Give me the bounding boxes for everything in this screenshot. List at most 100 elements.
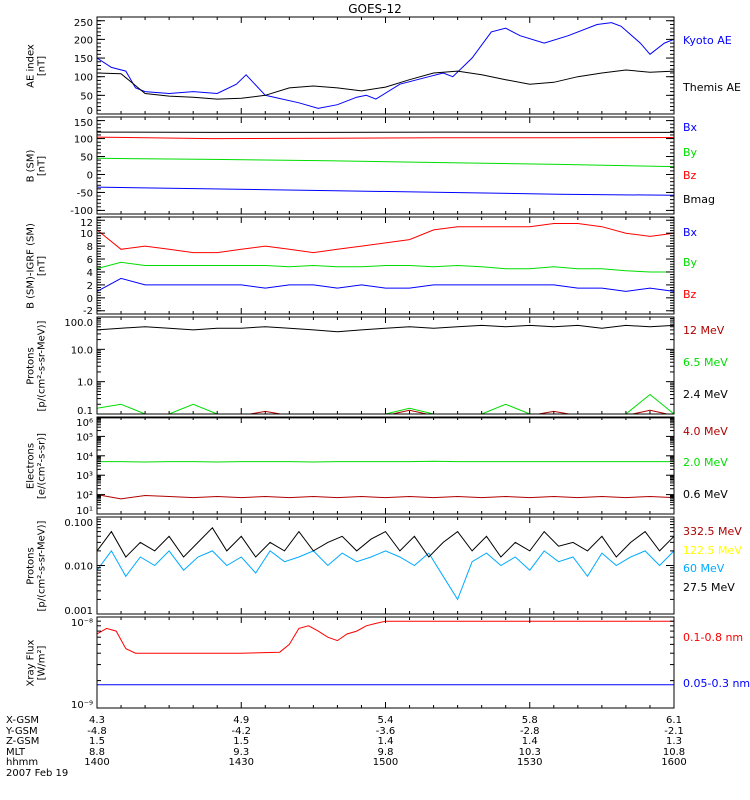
y-tick-label: 10⁵ <box>76 432 93 443</box>
y-tick-label: 8 <box>87 242 93 253</box>
series-line-by <box>97 157 674 168</box>
y-tick-label: 100 <box>74 135 93 146</box>
x-axis-row-label: hhmm <box>6 757 39 768</box>
panel-5: 10¹ 10² 10³ 10⁴ 10⁵ 10⁶ 4.0 MeV 2.0 MeV 0.6 MeV <box>76 416 728 517</box>
x-axis-value: 1600 <box>661 757 687 768</box>
legend-entry: Bx <box>683 226 698 239</box>
y-tick-label: 6 <box>87 255 93 266</box>
legend-entry: By <box>683 146 698 159</box>
legend-entry: 332.5 MeV <box>683 525 742 538</box>
y-tick-label: 2 <box>87 281 93 292</box>
y-axis-label-units: [p/(cm²-s-sr-MeV)] <box>36 320 47 411</box>
y-axis-label-units: [e/(cm²-s-sr)] <box>36 432 47 499</box>
x-axis-value: 8.8 <box>89 746 105 758</box>
legend-entry: 2.4 MeV <box>683 388 728 401</box>
x-axis-row-label: MLT <box>6 746 25 758</box>
series-line-0-1-0-8-nm <box>97 620 674 654</box>
legend-entry: 0.05-0.3 nm <box>683 677 750 690</box>
y-tick-label: 10.0 <box>71 345 93 356</box>
panel-7: 10⁻⁹ 10⁻⁸ 0.1-0.8 nm 0.05-0.3 nm <box>71 616 750 711</box>
y-tick-label: 0.1 <box>77 406 93 417</box>
legend-entry: Bz <box>683 288 697 301</box>
y-tick-label: 100.0 <box>64 318 93 329</box>
y-axis-label-units: [nT] <box>36 55 47 76</box>
legend-entry: 4.0 MeV <box>683 425 728 438</box>
y-tick-label: 50 <box>80 153 93 164</box>
series-line-bx <box>97 186 674 196</box>
x-axis-value: -4.2 <box>231 725 252 737</box>
x-axis-value: 1430 <box>228 757 254 768</box>
legend-entry: Kyoto AE <box>683 34 732 47</box>
y-tick-label: 150 <box>74 118 93 129</box>
x-axis-value: 4.3 <box>89 715 105 726</box>
y-axis-label-quantity: Electrons <box>25 442 36 489</box>
series-line-4-0-mev <box>97 494 674 500</box>
panel-2: -100 -50 0 50 100 150 Bx By Bz Bmag <box>70 116 715 217</box>
date-label: 2007 Feb 19 <box>6 768 69 779</box>
series-line-60-mev <box>97 549 674 601</box>
legend-entry: Themis AE <box>682 81 741 94</box>
legend-entry: 122.5 MeV <box>683 544 742 557</box>
x-axis-row-label: X-GSM <box>6 715 40 726</box>
y-tick-label: 0.001 <box>64 606 93 617</box>
panel-4: 0.1 1.0 10.0 100.0 12 MeV 6.5 MeV 2.4 MeV <box>64 316 728 417</box>
legend-entry: By <box>683 256 698 269</box>
legend-entry: 12 MeV <box>683 324 725 337</box>
x-axis-value: -3.6 <box>375 725 396 737</box>
series-line-27-5-mev <box>97 526 674 558</box>
panel-frame <box>96 116 675 215</box>
x-axis-value: -4.8 <box>87 725 107 737</box>
y-tick-label: -100 <box>70 206 93 217</box>
panel-1: 0 50 100 150 200 250 Kyoto AE Themis AE <box>74 16 741 117</box>
x-axis-row-label: Y-GSM <box>6 725 38 737</box>
y-tick-label: 10⁶ <box>76 418 93 429</box>
legend-entry: Bx <box>683 121 698 134</box>
x-axis-value: 10.8 <box>662 746 686 758</box>
y-tick-label: -2 <box>83 306 93 317</box>
legend-entry: Bz <box>683 169 697 182</box>
y-tick-label: 10² <box>76 491 93 502</box>
series-line-themis-ae <box>97 69 674 100</box>
y-tick-label: 0 <box>87 170 93 181</box>
y-tick-label: 1.0 <box>77 378 93 389</box>
series-line-6-5-mev <box>97 393 674 414</box>
series-line-bx <box>97 277 674 292</box>
panel-frame <box>96 616 675 709</box>
y-tick-label: 12 <box>80 218 93 229</box>
y-axis-label-quantity: Xray Flux <box>25 639 36 686</box>
y-axis-label-quantity: B (SM) <box>25 149 36 182</box>
y-axis-label-quantity: AE index <box>25 43 36 88</box>
x-axis-row-label: Z-GSM <box>6 736 40 747</box>
y-tick-label: -50 <box>77 188 93 199</box>
legend-entry: 60 MeV <box>683 562 725 575</box>
legend-entry: 27.5 MeV <box>683 581 735 594</box>
y-axis-label-quantity: B (SM)-IGRF (SM) <box>25 222 36 309</box>
y-tick-label: 10⁴ <box>76 452 93 463</box>
x-axis-value: 1.4 <box>377 736 394 747</box>
legend-entry: 6.5 MeV <box>683 356 728 369</box>
x-axis-value: 5.4 <box>377 715 394 726</box>
x-axis-value: 1530 <box>517 757 543 768</box>
x-axis-value: 1500 <box>372 757 399 768</box>
x-axis-value: 5.8 <box>521 715 538 726</box>
y-axis-label: B (SM) [nT] <box>17 119 55 212</box>
x-axis-value: 10.3 <box>518 746 541 758</box>
panel-6: 0.001 0.010 0.100 332.5 MeV 122.5 MeV 60 MeV 2… <box>64 516 742 617</box>
y-tick-label: 10 <box>80 229 93 240</box>
series-line-bz <box>97 223 674 254</box>
y-axis-label: AE index [nT] <box>17 19 55 112</box>
series-line-2-4-mev <box>97 324 674 333</box>
y-axis-label: Protons [p/(cm²-s-sr-MeV)] <box>17 519 55 612</box>
y-tick-label: 50 <box>80 91 93 102</box>
x-axis-value: -2.1 <box>664 725 684 737</box>
y-axis-label-quantity: Protons <box>25 546 36 585</box>
y-tick-label: 10³ <box>76 471 93 482</box>
x-axis-value: -2.8 <box>519 725 540 737</box>
y-axis-label: Electrons [e/(cm²-s-sr)] <box>17 419 55 512</box>
y-tick-label: 10⁻⁹ <box>71 700 93 711</box>
legend-entry: Bmag <box>683 193 715 206</box>
y-tick-label: 0 <box>87 106 93 117</box>
panel-frame <box>96 16 675 115</box>
